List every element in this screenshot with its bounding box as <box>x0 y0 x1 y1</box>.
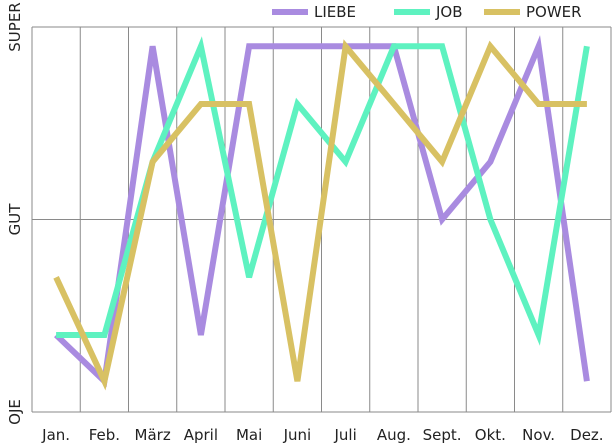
x-tick-label: Juli <box>333 426 356 444</box>
grid <box>31 26 612 413</box>
x-tick-label: Okt. <box>475 426 506 444</box>
x-tick-label: April <box>184 426 218 444</box>
series-line-liebe <box>54 35 590 388</box>
x-tick-label: Nov. <box>522 426 555 444</box>
x-tick-label: Aug. <box>377 426 411 444</box>
x-axis-labels: Jan. Feb. März April Mai Juni Juli Aug. Sept. Okt… <box>41 426 603 444</box>
x-tick-label: Mai <box>236 426 262 444</box>
legend: LIEBE JOB POWER <box>272 3 582 21</box>
legend-label: LIEBE <box>314 3 356 21</box>
legend-label: JOB <box>435 3 463 21</box>
x-tick-label: Dez. <box>570 426 603 444</box>
series-lines <box>53 35 590 391</box>
y-tick-label: SUPER <box>6 2 24 51</box>
x-tick-label: März <box>135 426 171 444</box>
legend-label: POWER <box>526 3 582 21</box>
x-tick-label: Feb. <box>89 426 120 444</box>
x-tick-label: Juni <box>283 426 312 444</box>
legend-item-job: JOB <box>394 3 463 21</box>
y-axis-labels: OJE GUT SUPER <box>6 2 24 425</box>
y-tick-label: GUT <box>6 203 24 236</box>
series-line-power <box>53 39 587 391</box>
x-tick-label: Jan. <box>41 426 70 444</box>
y-tick-label: OJE <box>6 399 24 425</box>
legend-item-liebe: LIEBE <box>272 3 356 21</box>
x-tick-label: Sept. <box>423 426 462 444</box>
legend-item-power: POWER <box>484 3 582 21</box>
